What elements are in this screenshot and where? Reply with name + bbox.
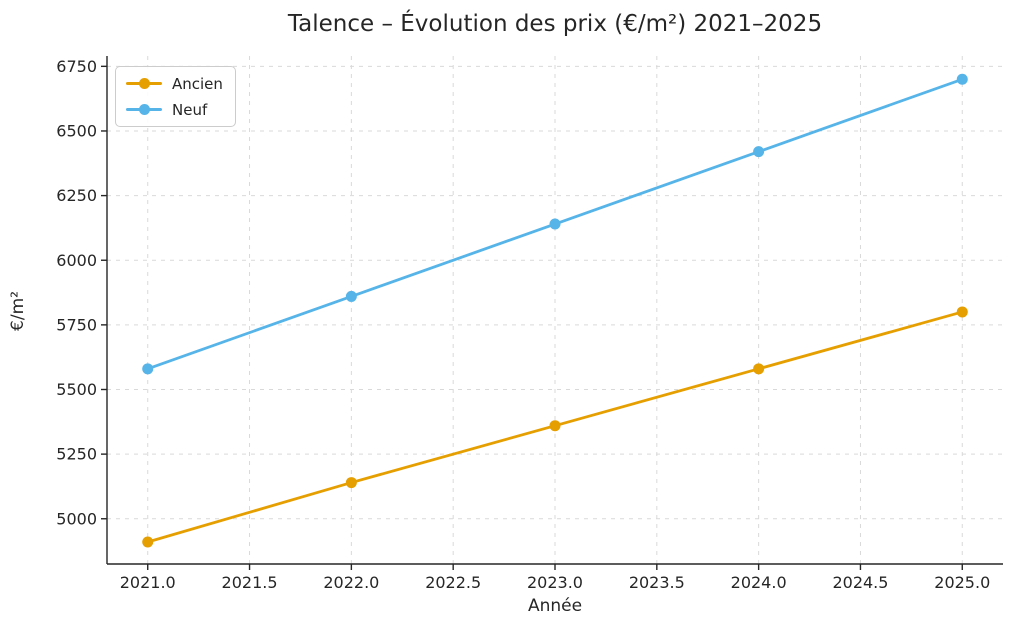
legend-item-neuf: Neuf — [126, 99, 223, 120]
y-tick-label: 5750 — [56, 315, 97, 334]
legend-label: Neuf — [172, 100, 208, 119]
x-tick-label: 2024.5 — [832, 573, 888, 592]
x-axis-label: Année — [527, 596, 583, 616]
x-tick-label: 2025.0 — [934, 573, 990, 592]
legend-label: Ancien — [172, 74, 223, 93]
y-tick-label: 5000 — [56, 509, 97, 528]
legend-line-sample — [126, 104, 162, 115]
y-tick-label: 6250 — [56, 186, 97, 205]
y-tick-label: 6750 — [56, 57, 97, 76]
y-tick-label: 6000 — [56, 251, 97, 270]
y-tick-label: 5500 — [56, 380, 97, 399]
data-point-neuf-2024 — [753, 146, 765, 158]
y-tick-label: 5250 — [56, 445, 97, 464]
data-point-ancien-2021 — [142, 536, 154, 548]
x-tick-label: 2021.0 — [120, 573, 176, 592]
y-axis-label: €/m² — [8, 291, 28, 331]
legend-item-ancien: Ancien — [126, 73, 223, 94]
data-point-ancien-2022 — [345, 477, 357, 489]
data-point-ancien-2024 — [753, 363, 765, 375]
data-point-neuf-2021 — [142, 363, 154, 375]
legend: Ancien Neuf — [115, 66, 236, 127]
y-tick-label: 6500 — [56, 122, 97, 141]
data-point-ancien-2023 — [549, 420, 561, 432]
x-tick-label: 2024.0 — [731, 573, 787, 592]
data-point-neuf-2025 — [956, 73, 968, 85]
x-tick-label: 2023.0 — [527, 573, 583, 592]
x-tick-label: 2022.0 — [323, 573, 379, 592]
x-tick-label: 2022.5 — [425, 573, 481, 592]
data-point-ancien-2025 — [956, 306, 968, 318]
legend-line-sample — [126, 78, 162, 89]
x-tick-label: 2023.5 — [629, 573, 685, 592]
data-point-neuf-2022 — [345, 290, 357, 302]
chart-title: Talence – Évolution des prix (€/m²) 2021… — [287, 11, 823, 37]
x-tick-label: 2021.5 — [222, 573, 278, 592]
data-point-neuf-2023 — [549, 218, 561, 230]
